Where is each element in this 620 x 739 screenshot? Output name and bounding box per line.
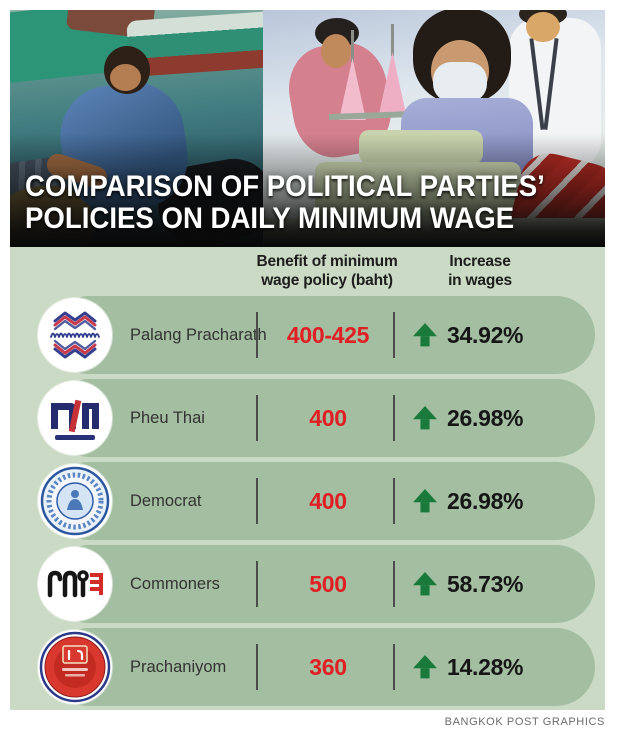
page-title: COMPARISON OF POLITICAL PARTIES’ POLICIE… [25,171,545,235]
increase-arrow-icon [413,323,437,347]
table-row: Democrat 400 26.98% [38,462,595,540]
prachaniyom-logo [38,630,112,704]
divider [256,395,258,441]
divider [256,644,258,690]
table-row: Prachaniyom 360 14.28% [38,628,595,706]
column-header-benefit-line1: Benefit of minimum [256,253,398,270]
increase-arrow-icon [413,655,437,679]
increase-cell: 34.92% [412,296,524,374]
photo-collage: COMPARISON OF POLITICAL PARTIES’ POLICIE… [10,10,605,247]
divider [393,395,395,441]
column-header-increase-line2: in wages [448,272,512,289]
table-row: Pheu Thai 400 26.98% [38,379,595,457]
democrat-logo [38,464,112,538]
pheu-thai-logo-icon [51,399,99,440]
divider [393,644,395,690]
commoners-logo [38,547,112,621]
party-name: Pheu Thai [130,408,205,427]
divider [256,478,258,524]
increase-value: 26.98% [447,487,524,514]
increase-cell: 58.73% [412,545,524,623]
column-header-increase-line1: Increase [449,253,511,270]
democrat-logo-icon [40,466,110,536]
commoners-logo-icon [47,570,103,598]
palang-pracharath-logo-icon [50,311,100,359]
title-line-1: COMPARISON OF POLITICAL PARTIES’ [25,170,545,203]
divider [256,561,258,607]
divider [393,478,395,524]
column-header-benefit: Benefit of minimum wage policy (baht) [227,252,427,290]
increase-arrow-icon [413,406,437,430]
pheu-thai-logo [38,381,112,455]
palang-pracharath-logo [38,298,112,372]
source-credit: BANGKOK POST GRAPHICS [444,716,605,728]
party-name: Palang Pracharath [130,325,267,344]
increase-value: 58.73% [447,570,524,597]
increase-cell: 26.98% [412,379,524,457]
benefit-value: 500 [309,570,347,597]
party-name: Democrat [130,491,202,510]
comparison-table: Benefit of minimum wage policy (baht) In… [10,247,605,710]
table-row: Palang Pracharath 400-425 34.92% [38,296,595,374]
party-name: Commoners [130,574,220,593]
increase-cell: 26.98% [412,462,524,540]
increase-value: 26.98% [447,404,524,431]
divider [393,312,395,358]
benefit-value: 400-425 [286,321,370,348]
benefit-value: 360 [309,653,347,680]
divider [256,312,258,358]
increase-value: 34.92% [447,321,524,348]
increase-cell: 14.28% [412,628,524,706]
increase-arrow-icon [413,489,437,513]
column-header-benefit-line2: wage policy (baht) [261,272,393,289]
prachaniyom-logo-icon [39,631,111,703]
table-row: Commoners 500 58.73% [38,545,595,623]
photo-shade-overlay [10,10,605,247]
party-name: Prachaniyom [130,657,227,676]
benefit-value: 400 [309,404,347,431]
title-line-2: POLICIES ON DAILY MINIMUM WAGE [25,202,515,235]
benefit-value: 400 [309,487,347,514]
divider [393,561,395,607]
column-header-increase: Increase in wages [410,252,550,290]
increase-arrow-icon [413,572,437,596]
increase-value: 14.28% [447,653,524,680]
